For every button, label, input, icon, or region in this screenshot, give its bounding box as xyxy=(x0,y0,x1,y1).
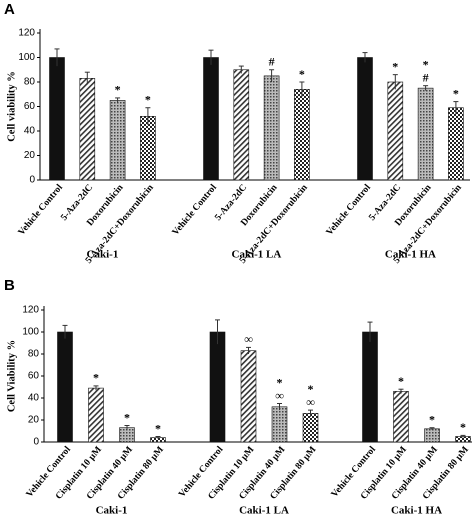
x-tick-label: Vehicle Control xyxy=(17,183,65,238)
y-tick-label: 120 xyxy=(22,305,39,316)
x-tick-label: Vehicle Control xyxy=(325,183,373,238)
y-tick-label: 60 xyxy=(28,371,40,382)
group-label: Caki-1 LA xyxy=(239,505,289,517)
significance-mark: * xyxy=(115,83,121,97)
bar xyxy=(302,413,319,443)
significance-mark: * xyxy=(308,382,314,396)
y-tick-label: 60 xyxy=(24,101,36,112)
y-tick-label: 100 xyxy=(22,327,39,338)
bar xyxy=(140,116,156,181)
significance-mark: * xyxy=(155,421,161,435)
panel-label: B xyxy=(4,277,15,294)
y-tick-label: 20 xyxy=(28,415,40,426)
bar xyxy=(448,107,464,181)
y-axis-label: Cell Viability % xyxy=(6,340,17,412)
significance-mark: # xyxy=(269,55,275,69)
bar xyxy=(109,100,126,181)
significance-mark: * xyxy=(429,412,435,426)
bar xyxy=(424,428,440,443)
significance-mark: * xyxy=(299,67,305,81)
significance-mark: # xyxy=(423,70,429,84)
y-tick-label: 80 xyxy=(24,77,36,88)
y-tick-label: 40 xyxy=(24,126,36,137)
group-label: Caki-1 LA xyxy=(232,249,282,261)
y-tick-label: 100 xyxy=(18,52,35,63)
bar xyxy=(393,391,409,443)
significance-mark: * xyxy=(145,92,151,106)
y-axis-label: Cell viability % xyxy=(6,71,17,142)
group-label: Caki-1 xyxy=(96,505,128,517)
significance-mark: * xyxy=(398,374,404,388)
significance-mark: ∞ xyxy=(244,332,253,346)
group-label: Caki-1 HA xyxy=(385,249,436,261)
bar xyxy=(387,81,404,181)
y-tick-label: 120 xyxy=(18,28,35,39)
group-label: Caki-1 HA xyxy=(391,505,442,517)
bar xyxy=(49,57,65,181)
y-tick-label: 0 xyxy=(29,175,35,186)
bar xyxy=(79,78,96,181)
x-tick-label: Vehicle Control xyxy=(171,183,219,238)
significance-mark: * xyxy=(392,59,398,73)
bar xyxy=(271,406,288,443)
bar xyxy=(233,69,250,181)
bar xyxy=(88,387,104,443)
y-tick-label: 80 xyxy=(28,349,40,360)
bar xyxy=(362,331,378,443)
significance-mark: * xyxy=(453,86,459,100)
bar xyxy=(57,331,73,443)
significance-mark: * xyxy=(277,375,283,389)
significance-mark: ∞ xyxy=(306,395,315,409)
bar xyxy=(417,87,434,181)
bar xyxy=(294,89,310,181)
significance-mark: * xyxy=(460,420,466,434)
significance-mark: * xyxy=(124,410,130,424)
bar xyxy=(357,57,373,181)
bar xyxy=(240,350,257,443)
y-tick-label: 0 xyxy=(33,437,39,448)
panel-label: A xyxy=(4,1,15,18)
bar xyxy=(209,331,226,443)
group-label: Caki-1 xyxy=(87,249,119,261)
y-tick-label: 20 xyxy=(24,150,36,161)
y-tick-label: 40 xyxy=(28,393,40,404)
significance-mark: * xyxy=(423,57,429,71)
bar xyxy=(263,75,280,181)
significance-mark: ∞ xyxy=(275,388,284,402)
bar xyxy=(203,57,219,181)
significance-mark: * xyxy=(93,371,99,385)
